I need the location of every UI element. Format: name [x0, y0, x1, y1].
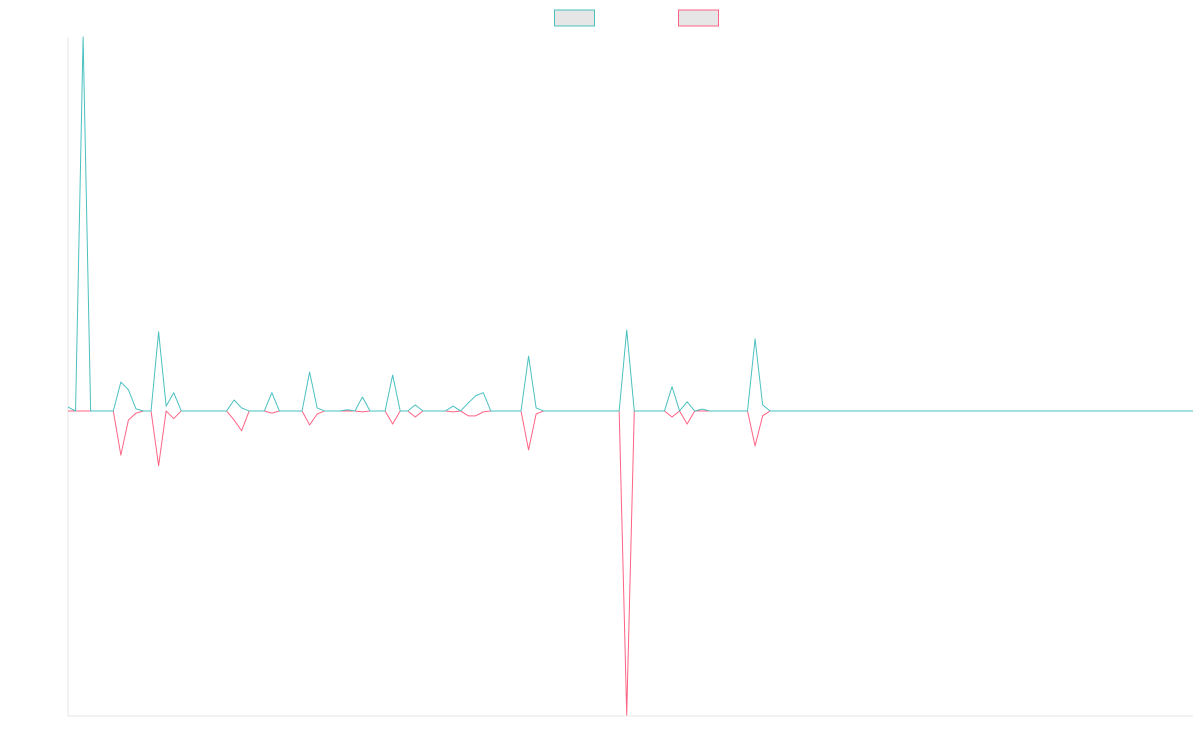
legend-swatch: [678, 9, 719, 27]
legend-swatch: [554, 9, 595, 27]
series-line: [67, 36, 1193, 412]
series-line: [68, 410, 1193, 716]
